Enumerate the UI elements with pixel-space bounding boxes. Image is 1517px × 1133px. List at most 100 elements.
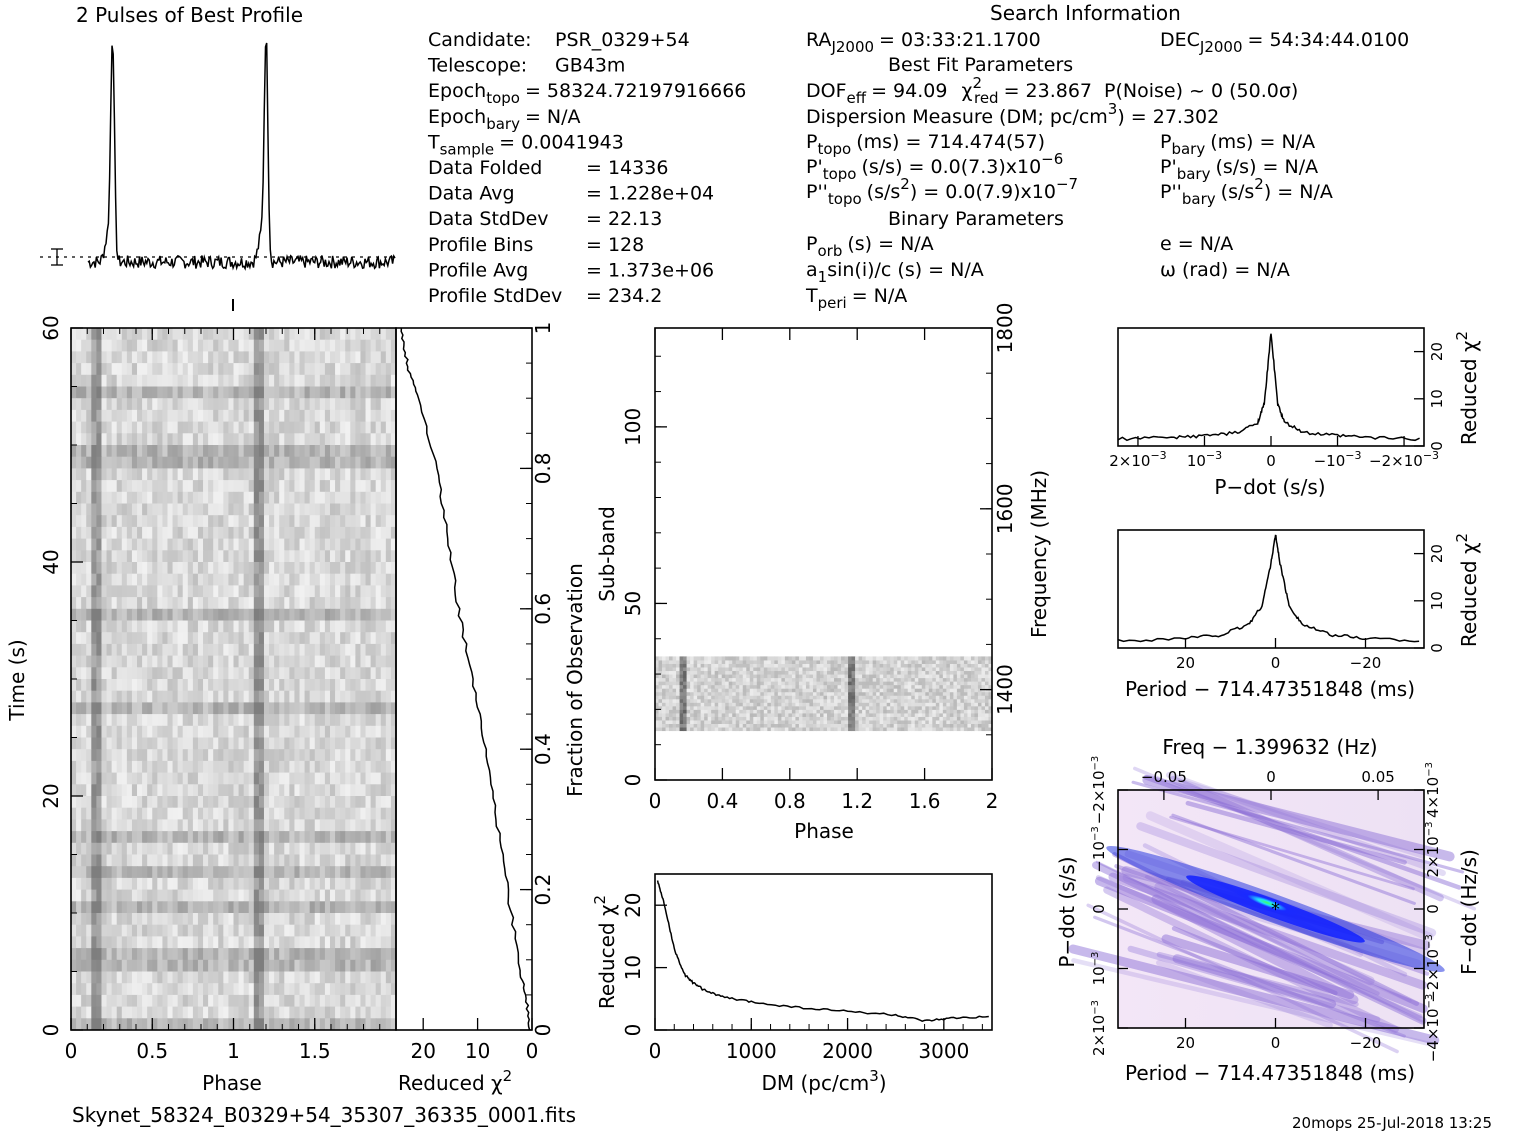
time-phase-cell xyxy=(167,573,174,586)
time-phase-cell xyxy=(197,901,204,914)
time-phase-cell xyxy=(324,597,331,610)
subband-cell xyxy=(953,709,958,714)
time-phase-cell xyxy=(335,1006,341,1019)
time-phase-cell xyxy=(106,807,113,820)
time-phase-cell xyxy=(203,690,209,703)
time-phase-cell xyxy=(390,433,397,446)
time-phase-cell xyxy=(329,445,336,458)
time-phase-cell xyxy=(284,526,290,540)
time-phase-cell xyxy=(76,585,82,598)
subband-cell xyxy=(753,716,758,721)
time-phase-cell xyxy=(177,597,184,610)
time-phase-cell xyxy=(187,959,194,972)
time-phase-cell xyxy=(340,480,346,493)
time-phase-cell xyxy=(182,491,189,504)
time-phase-cell xyxy=(131,1006,138,1019)
time-phase-cell xyxy=(182,807,189,820)
time-phase-cell xyxy=(340,936,346,949)
subband-cell xyxy=(823,698,828,703)
time-phase-cell xyxy=(203,585,209,598)
time-phase-cell xyxy=(380,503,387,516)
time-phase-cell xyxy=(274,503,280,516)
ptopo-label: P xyxy=(806,131,817,153)
time-phase-cell xyxy=(203,760,209,774)
time-phase-cell xyxy=(345,737,351,750)
time-phase-cell xyxy=(116,831,123,844)
time-phase-cell xyxy=(355,831,361,844)
time-phase-cell xyxy=(258,433,265,446)
time-phase-cell xyxy=(147,620,153,633)
time-phase-cell xyxy=(228,503,234,516)
time-phase-cell xyxy=(177,456,184,469)
time-phase-cell xyxy=(91,679,97,692)
time-phase-cell xyxy=(203,667,209,680)
time-phase-cell xyxy=(172,994,179,1008)
time-phase-cell xyxy=(370,491,377,504)
time-phase-cell xyxy=(284,550,290,563)
time-phase-cell xyxy=(335,667,341,680)
time-phase-cell xyxy=(309,667,316,680)
time-phase-cell xyxy=(370,702,377,715)
time-phase-cell xyxy=(335,480,341,493)
time-phase-cell xyxy=(324,971,331,984)
time-phase-cell xyxy=(340,538,346,551)
time-phase-cell xyxy=(157,562,163,575)
time-phase-cell xyxy=(162,515,168,528)
time-phase-cell xyxy=(137,679,143,692)
time-phase-cell xyxy=(238,889,245,902)
time-phase-cell xyxy=(162,690,168,703)
time-phase-cell xyxy=(263,877,270,891)
subband-cell xyxy=(837,695,842,700)
time-phase-cell xyxy=(263,913,270,926)
time-phase-cell xyxy=(76,889,82,902)
time-phase-cell xyxy=(304,1018,311,1031)
time-phase-cell xyxy=(269,725,275,738)
time-phase-cell xyxy=(309,573,316,586)
phase-tick-label: 1 xyxy=(227,1039,240,1063)
time-phase-cell xyxy=(121,784,128,797)
time-phase-cell xyxy=(385,714,392,727)
time-phase-cell xyxy=(269,889,275,902)
subband-cell xyxy=(655,712,660,717)
time-phase-cell xyxy=(71,339,77,352)
time-phase-cell xyxy=(86,679,92,692)
time-phase-cell xyxy=(350,421,356,434)
subband-cell xyxy=(960,712,965,717)
time-phase-cell xyxy=(101,760,108,774)
time-phase-cell xyxy=(187,913,194,926)
time-phase-cell xyxy=(375,959,382,972)
time-phase-cell xyxy=(319,328,326,341)
time-phase-cell xyxy=(96,328,102,341)
time-phase-cell xyxy=(106,1018,113,1031)
subband-cell xyxy=(672,705,677,710)
time-phase-cell xyxy=(213,796,219,809)
time-phase-cell xyxy=(101,702,108,715)
time-phase-cell xyxy=(233,480,240,493)
subband-cell xyxy=(770,719,775,724)
subband-cell xyxy=(781,723,786,728)
time-phase-cell xyxy=(228,374,234,387)
time-phase-cell xyxy=(81,667,87,680)
time-phase-cell xyxy=(304,550,311,563)
time-phase-cell xyxy=(284,538,290,551)
time-phase-cell xyxy=(335,515,341,528)
time-phase-cell xyxy=(91,971,97,984)
time-phase-cell xyxy=(263,994,270,1008)
time-phase-cell xyxy=(314,421,321,434)
time-phase-cell xyxy=(223,749,229,762)
time-phase-cell xyxy=(340,515,346,528)
time-phase-cell xyxy=(203,702,209,715)
time-phase-cell xyxy=(187,374,194,387)
time-phase-cell xyxy=(365,807,372,820)
time-phase-cell xyxy=(370,538,377,551)
time-phase-cell xyxy=(238,632,245,645)
time-phase-cell xyxy=(182,456,189,469)
time-phase-cell xyxy=(81,386,87,399)
time-tick-label: 60 xyxy=(39,315,63,340)
info-left-row: Candidate: PSR_0329+54 xyxy=(428,29,690,51)
time-phase-cell xyxy=(187,854,194,867)
info-left-value: = 0.0041943 xyxy=(499,131,624,153)
time-phase-cell xyxy=(208,784,214,797)
time-phase-cell xyxy=(137,667,143,680)
subband-cell xyxy=(911,702,916,707)
